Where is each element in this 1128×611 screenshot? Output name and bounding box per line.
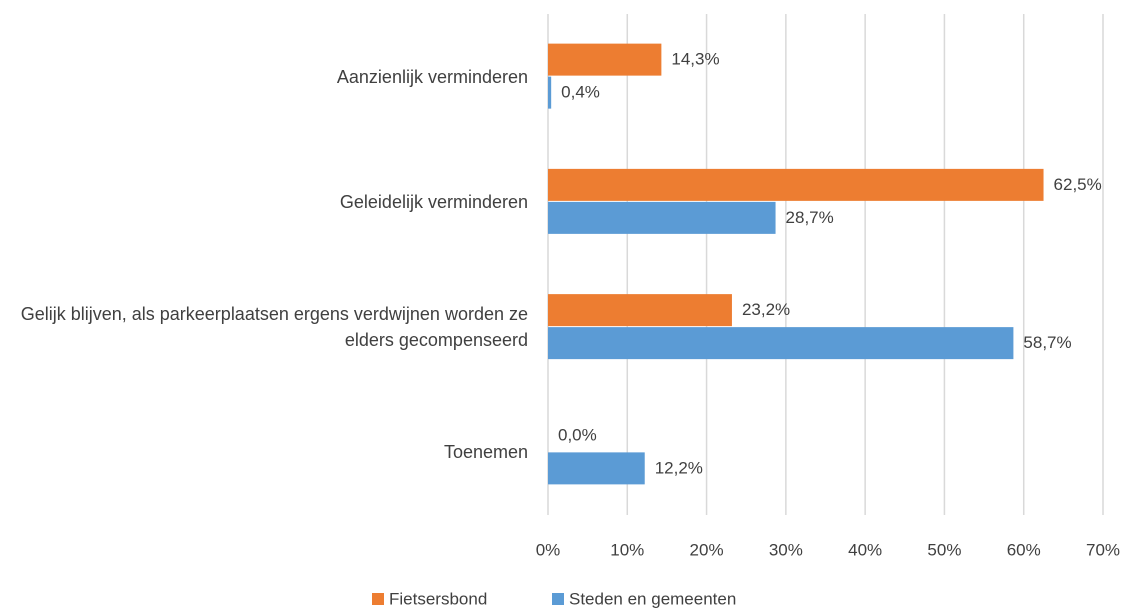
x-tick-label: 40%: [848, 540, 882, 559]
legend-label: Fietsersbond: [389, 589, 487, 608]
value-label: 0,0%: [558, 425, 597, 444]
value-label: 0,4%: [561, 83, 600, 102]
bar: [548, 327, 1014, 360]
value-label: 28,7%: [786, 208, 834, 227]
x-tick-label: 70%: [1086, 540, 1120, 559]
bar: [548, 201, 776, 234]
x-tick-label: 50%: [927, 540, 961, 559]
legend-swatch: [372, 593, 384, 605]
value-label: 58,7%: [1023, 333, 1071, 352]
x-tick-label: 0%: [536, 540, 561, 559]
legend-label: Steden en gemeenten: [569, 589, 736, 608]
bar: [548, 452, 645, 485]
legend-swatch: [552, 593, 564, 605]
value-label: 14,3%: [671, 50, 719, 69]
category-label: Gelijk blijven, als parkeerplaatsen erge…: [20, 304, 528, 351]
bar: [548, 294, 732, 327]
x-tick-label: 20%: [690, 540, 724, 559]
value-label: 12,2%: [655, 458, 703, 477]
bar: [548, 76, 552, 109]
bar: [548, 43, 662, 76]
x-tick-label: 60%: [1007, 540, 1041, 559]
x-tick-label: 30%: [769, 540, 803, 559]
value-label: 23,2%: [742, 300, 790, 319]
category-label: Geleidelijk verminderen: [339, 191, 528, 212]
x-tick-label: 10%: [610, 540, 644, 559]
value-label: 62,5%: [1054, 175, 1102, 194]
category-label: Aanzienlijk verminderen: [336, 66, 528, 87]
category-label: Toenemen: [443, 442, 528, 463]
bar: [548, 168, 1044, 201]
